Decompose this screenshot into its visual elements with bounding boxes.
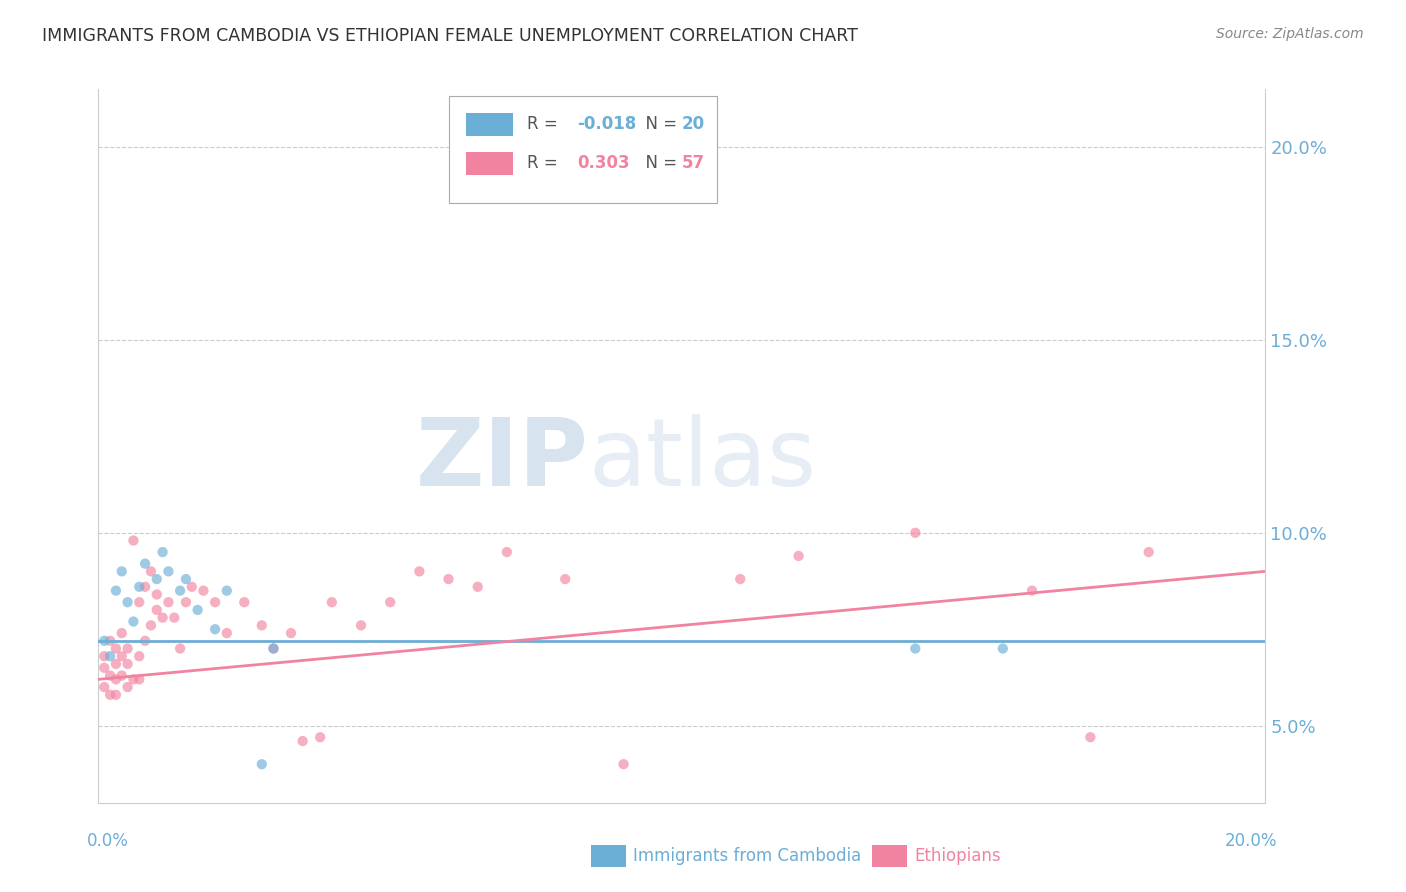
Point <box>104 673 127 687</box>
Text: 20: 20 <box>682 115 704 133</box>
Point <box>128 580 150 594</box>
Point <box>152 610 174 624</box>
Text: N =: N = <box>636 115 682 133</box>
Point <box>496 545 519 559</box>
Point <box>117 657 139 671</box>
Point <box>93 680 115 694</box>
Point <box>380 595 402 609</box>
Point <box>187 603 209 617</box>
Point <box>250 757 273 772</box>
Point <box>1021 583 1043 598</box>
Point <box>437 572 460 586</box>
Point <box>350 618 373 632</box>
Point <box>280 626 302 640</box>
Point <box>169 583 191 598</box>
Point <box>321 595 343 609</box>
Point <box>204 595 226 609</box>
Text: 57: 57 <box>682 154 704 172</box>
Point <box>174 572 197 586</box>
Point <box>146 587 169 601</box>
Point <box>262 641 284 656</box>
Text: Source: ZipAtlas.com: Source: ZipAtlas.com <box>1216 27 1364 41</box>
Point <box>117 641 139 656</box>
Point <box>111 626 134 640</box>
Point <box>157 565 180 579</box>
Point <box>309 730 332 744</box>
Point <box>193 583 215 598</box>
Point <box>98 649 121 664</box>
Point <box>612 757 634 772</box>
Text: 0.0%: 0.0% <box>87 831 128 849</box>
Point <box>117 680 139 694</box>
Text: N =: N = <box>636 154 682 172</box>
Point <box>98 633 121 648</box>
Text: 0.303: 0.303 <box>576 154 630 172</box>
Text: -0.018: -0.018 <box>576 115 636 133</box>
Text: atlas: atlas <box>589 414 817 507</box>
Text: R =: R = <box>527 154 562 172</box>
FancyBboxPatch shape <box>465 112 513 136</box>
Point <box>904 525 927 540</box>
Point <box>408 565 430 579</box>
Text: Ethiopians: Ethiopians <box>914 847 1001 865</box>
Point <box>250 618 273 632</box>
FancyBboxPatch shape <box>465 152 513 175</box>
Point <box>215 583 238 598</box>
Text: R =: R = <box>527 115 562 133</box>
Point <box>93 661 115 675</box>
Point <box>104 641 127 656</box>
Point <box>291 734 314 748</box>
Point <box>146 603 169 617</box>
Point <box>262 641 284 656</box>
Point <box>93 649 115 664</box>
Point <box>111 649 134 664</box>
Point <box>117 595 139 609</box>
Point <box>787 549 810 563</box>
Point <box>104 657 127 671</box>
Point <box>122 673 145 687</box>
Text: ZIP: ZIP <box>416 414 589 507</box>
Point <box>215 626 238 640</box>
Point <box>139 565 162 579</box>
Text: IMMIGRANTS FROM CAMBODIA VS ETHIOPIAN FEMALE UNEMPLOYMENT CORRELATION CHART: IMMIGRANTS FROM CAMBODIA VS ETHIOPIAN FE… <box>42 27 858 45</box>
Point <box>139 618 162 632</box>
Point <box>134 633 156 648</box>
Point <box>467 580 489 594</box>
Point <box>1080 730 1102 744</box>
Point <box>104 688 127 702</box>
Point <box>98 668 121 682</box>
Point <box>128 649 150 664</box>
Point <box>991 641 1014 656</box>
Point <box>93 633 115 648</box>
Point <box>128 595 150 609</box>
Text: 20.0%: 20.0% <box>1225 831 1277 849</box>
Point <box>1137 545 1160 559</box>
Point <box>157 595 180 609</box>
Point <box>104 583 127 598</box>
Point <box>122 533 145 548</box>
Point <box>122 615 145 629</box>
Text: Immigrants from Cambodia: Immigrants from Cambodia <box>633 847 860 865</box>
Point <box>169 641 191 656</box>
Point <box>904 641 927 656</box>
Point <box>174 595 197 609</box>
Point <box>180 580 202 594</box>
Point <box>98 688 121 702</box>
Point <box>111 668 134 682</box>
Point <box>233 595 256 609</box>
Point <box>111 565 134 579</box>
Point <box>134 557 156 571</box>
Point <box>554 572 576 586</box>
Point <box>163 610 186 624</box>
Point <box>134 580 156 594</box>
Point <box>730 572 752 586</box>
Point <box>128 673 150 687</box>
FancyBboxPatch shape <box>449 96 717 203</box>
Point <box>152 545 174 559</box>
Point <box>204 622 226 636</box>
Point <box>146 572 169 586</box>
